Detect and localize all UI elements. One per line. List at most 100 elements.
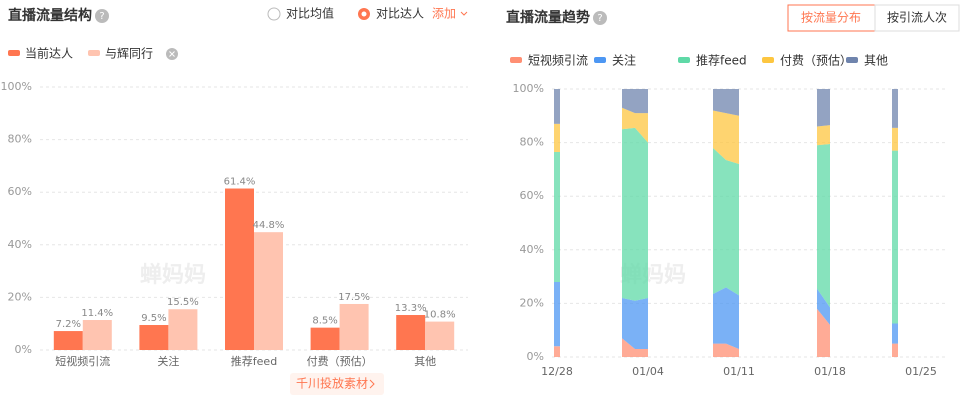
area xyxy=(817,125,830,146)
legend-swatch xyxy=(594,57,606,63)
x-tick-label: 推荐feed xyxy=(231,354,277,368)
x-tick-label: 01/04 xyxy=(632,365,664,378)
legend-swatch xyxy=(88,50,100,56)
area xyxy=(713,110,739,165)
toggle[interactable] xyxy=(874,4,960,32)
area xyxy=(622,298,648,349)
value-label: 10.8% xyxy=(424,310,456,321)
bar xyxy=(339,303,369,350)
radio-label[interactable]: 对比均值 xyxy=(286,6,334,21)
x-tick-label: 短视频引流 xyxy=(55,354,110,368)
help-mark: ? xyxy=(99,11,104,22)
value-label: 7.2% xyxy=(56,319,81,330)
area xyxy=(554,151,560,282)
help-mark: ? xyxy=(597,13,602,24)
area xyxy=(892,150,898,324)
y-tick-label: 60% xyxy=(8,185,32,198)
area xyxy=(817,89,830,127)
legend-label: 与辉同行 xyxy=(105,47,153,61)
area xyxy=(892,343,898,357)
y-tick-label: 100% xyxy=(513,82,544,95)
button-label[interactable]: 千川投放素材 xyxy=(296,376,368,391)
area xyxy=(713,287,739,349)
legend-swatch xyxy=(8,50,20,56)
y-tick-label: 20% xyxy=(8,290,32,303)
y-tick-label: 40% xyxy=(8,238,32,251)
panel-title: 直播流量结构 xyxy=(8,7,92,24)
help-icon[interactable] xyxy=(95,9,109,23)
area xyxy=(622,89,648,114)
value-label: 8.5% xyxy=(312,316,337,327)
legend-label: 付费（预估） xyxy=(780,54,852,68)
bar xyxy=(254,232,283,350)
x-tick-label: 其他 xyxy=(414,355,436,368)
y-tick-label: 100% xyxy=(1,80,32,93)
x-tick-label: 12/28 xyxy=(541,365,573,378)
legend-swatch xyxy=(678,57,690,63)
area xyxy=(817,143,830,308)
legend-swatch xyxy=(846,57,858,63)
value-label: 17.5% xyxy=(338,292,370,303)
x-tick-label: 关注 xyxy=(157,354,179,368)
y-tick-label: 60% xyxy=(520,189,544,202)
button[interactable] xyxy=(290,373,384,395)
radio-label[interactable]: 对比达人 xyxy=(376,7,424,21)
y-tick-label: 80% xyxy=(8,133,32,146)
legend-swatch xyxy=(762,57,774,63)
area xyxy=(622,127,648,301)
radio-dot xyxy=(361,11,367,17)
toggle-active[interactable] xyxy=(787,4,876,32)
area xyxy=(892,89,898,128)
value-label: 13.3% xyxy=(395,303,427,314)
x-tick-label: 付费（预估） xyxy=(307,355,373,368)
x-tick-label: 01/18 xyxy=(814,365,846,378)
area xyxy=(713,89,739,116)
area xyxy=(817,288,830,325)
bar xyxy=(425,321,455,350)
bar xyxy=(139,325,169,350)
chevron xyxy=(369,379,375,389)
x-tick-label: 01/25 xyxy=(905,365,937,378)
chevron xyxy=(460,11,468,16)
legend-label: 关注 xyxy=(612,53,636,68)
area xyxy=(554,89,560,124)
y-tick-label: 0% xyxy=(15,343,32,356)
area xyxy=(554,281,560,347)
add-link[interactable]: 添加 xyxy=(432,7,456,21)
bar xyxy=(53,331,83,350)
bar xyxy=(396,315,426,350)
area xyxy=(622,338,648,357)
area xyxy=(554,346,560,357)
y-tick-label: 40% xyxy=(520,243,544,256)
panel-title: 直播流量趋势 xyxy=(506,9,590,26)
help-icon[interactable] xyxy=(593,11,607,25)
area xyxy=(713,343,739,357)
toggle-label[interactable]: 按流量分布 xyxy=(801,11,861,25)
area xyxy=(892,323,898,344)
legend-label: 短视频引流 xyxy=(528,53,588,68)
value-label: 61.4% xyxy=(224,177,256,188)
area xyxy=(622,107,648,143)
y-tick-label: 20% xyxy=(520,296,544,309)
y-tick-label: 0% xyxy=(527,350,544,363)
legend-label: 推荐feed xyxy=(696,54,747,68)
bar xyxy=(168,309,198,350)
bar xyxy=(82,320,112,350)
area xyxy=(817,308,830,357)
area xyxy=(554,123,560,152)
value-label: 44.8% xyxy=(253,220,285,231)
legend-label: 其他 xyxy=(864,54,888,68)
y-tick-label: 80% xyxy=(520,136,544,149)
legend-swatch xyxy=(510,57,522,63)
legend-label: 当前达人 xyxy=(25,46,73,61)
area xyxy=(892,127,898,151)
bar xyxy=(225,188,254,350)
watermark: 蝉妈妈 xyxy=(140,262,206,288)
toggle-label[interactable]: 按引流人次 xyxy=(887,11,947,25)
bar xyxy=(310,327,340,350)
close-mark xyxy=(169,51,175,57)
value-label: 9.5% xyxy=(141,313,166,324)
radio[interactable] xyxy=(267,7,281,21)
